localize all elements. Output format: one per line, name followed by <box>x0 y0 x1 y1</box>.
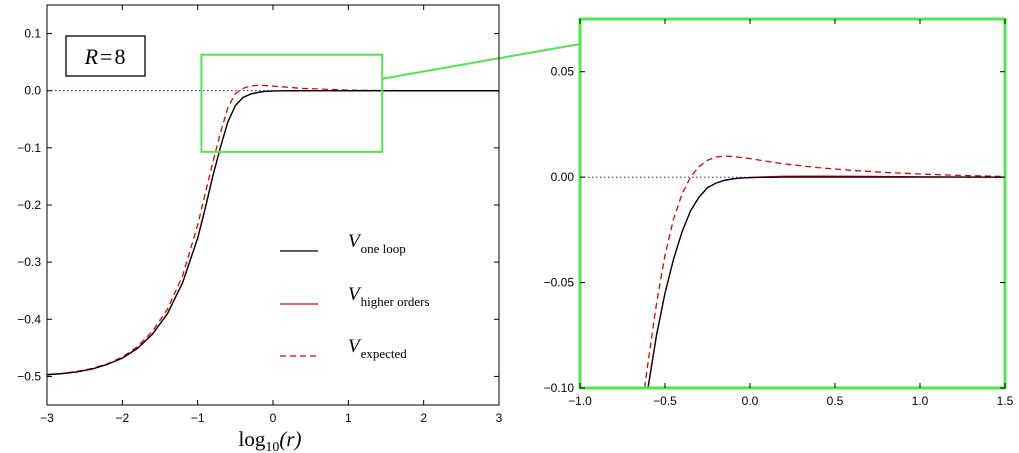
zoom-y-tick-label: −0.05 <box>544 276 575 290</box>
main-x-tick-label: −1 <box>191 411 205 425</box>
zoom-x-tick-label: −1.0 <box>568 394 592 408</box>
main-y-tick-label: −0.2 <box>17 198 41 212</box>
main-x-tick-label: −2 <box>115 411 129 425</box>
legend-entry-expected: Vexpected <box>348 336 407 361</box>
main-x-axis-label: log10(r) <box>238 427 301 453</box>
legend-entry-one-loop: Vone loop <box>348 231 406 256</box>
zoom-chart: −1.0 −0.5 0.0 0.5 1.0 1.5 0.05 0.00 −0.05 −0.10 <box>544 17 1014 408</box>
zoom-x-tick-label: 0.0 <box>742 394 759 408</box>
legend-label-expected-main: V <box>348 336 362 357</box>
legend-entry-higher-orders: Vhigher orders <box>348 284 430 309</box>
zoom-y-tick-label: 0.00 <box>551 170 575 184</box>
zoom-y-tick-label: 0.05 <box>551 65 575 79</box>
zoom-plot-frame <box>578 17 1007 390</box>
annotation-value: 8 <box>114 44 125 69</box>
legend-label-higher-orders-main: V <box>348 284 362 305</box>
legend-label-higher-orders-sub: higher orders <box>361 294 430 309</box>
zoom-series-one-loop <box>647 176 1005 388</box>
main-x-tick-label: −3 <box>40 411 54 425</box>
main-series-expected <box>47 84 499 376</box>
zoom-series-higher-orders <box>647 175 1005 388</box>
legend-label-expected-sub: expected <box>361 346 408 361</box>
zoom-x-tick-label: 1.0 <box>912 394 929 408</box>
main-x-tick-label: 3 <box>496 411 503 425</box>
annotation-eq: = <box>100 44 112 69</box>
legend-label-one-loop-sub: one loop <box>361 241 406 256</box>
legend-label-one-loop-main: V <box>348 231 362 252</box>
main-series-higher-orders <box>47 90 499 376</box>
zoom-x-tick-label: 1.5 <box>997 394 1014 408</box>
main-chart: −3 −2 −1 0 1 2 3 0.1 0.0 −0.1 −0.2 −0.3 −0.4 −0.5 R=8… <box>17 4 503 453</box>
main-y-tick-label: −0.1 <box>17 141 41 155</box>
annotation-box-frame <box>65 35 146 77</box>
main-y-tick-label: 0.1 <box>24 27 41 41</box>
zoom-region-box <box>200 53 384 153</box>
main-y-tick-label: 0.0 <box>24 84 41 98</box>
annotation-label: R <box>84 44 99 69</box>
zoom-y-tick-label: −0.10 <box>544 381 575 395</box>
zoom-x-tick-label: 0.5 <box>827 394 844 408</box>
zoom-series-expected <box>643 155 1005 388</box>
legend: Vone loop Vhigher orders Vexpected <box>280 231 430 361</box>
main-y-tick-label: −0.4 <box>17 312 41 326</box>
main-y-tick-label: −0.5 <box>17 369 41 383</box>
main-y-tick-label: −0.3 <box>17 255 41 269</box>
zoom-x-tick-label: −0.5 <box>653 394 677 408</box>
main-x-axis-label-sub: 10 <box>265 440 279 453</box>
main-series-one-loop <box>47 90 499 376</box>
main-x-tick-label: 2 <box>420 411 427 425</box>
main-x-axis-label-arg: (r) <box>279 427 301 451</box>
main-x-tick-label: 1 <box>345 411 352 425</box>
annotation-box: R=8 <box>65 35 146 77</box>
main-x-axis-label-main: log <box>238 427 265 451</box>
svg-text:R=8: R=8 <box>84 44 126 69</box>
main-x-tick-label: 0 <box>270 411 277 425</box>
zoom-connector-line <box>382 43 581 80</box>
